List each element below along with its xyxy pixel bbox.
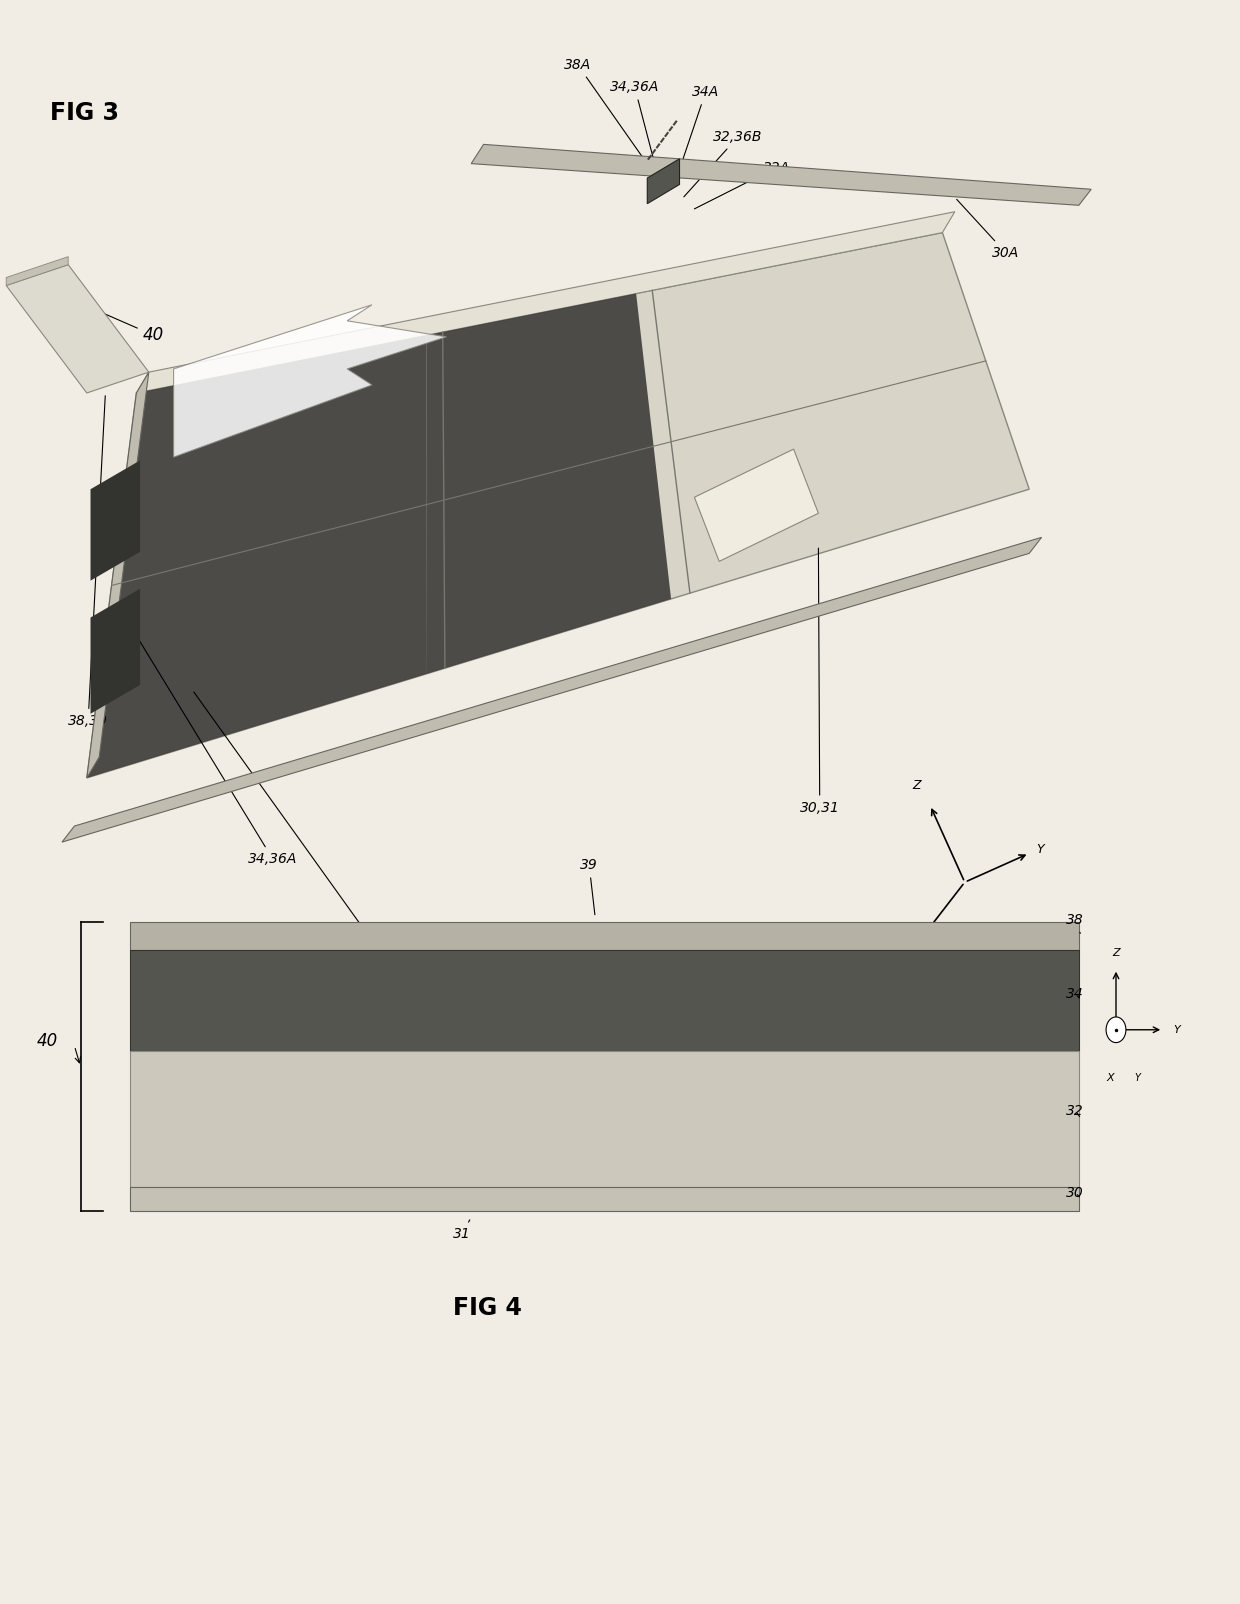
Text: 39: 39 bbox=[580, 858, 598, 914]
Text: Y: Y bbox=[1037, 844, 1044, 857]
Text: X: X bbox=[1106, 1073, 1114, 1083]
Text: 32: 32 bbox=[193, 691, 396, 969]
Polygon shape bbox=[62, 537, 1042, 842]
Text: 31: 31 bbox=[453, 1221, 470, 1241]
Text: 32,36B: 32,36B bbox=[683, 130, 763, 197]
Polygon shape bbox=[87, 335, 427, 778]
Bar bbox=[130, 950, 1079, 1051]
Bar bbox=[130, 922, 1079, 950]
Text: X: X bbox=[899, 958, 908, 970]
Polygon shape bbox=[87, 233, 1029, 778]
Text: 32: 32 bbox=[1066, 1104, 1084, 1118]
Bar bbox=[130, 1187, 1079, 1211]
Text: 38: 38 bbox=[1066, 913, 1084, 934]
Text: 34A: 34A bbox=[675, 85, 719, 184]
Text: 34: 34 bbox=[1066, 986, 1084, 1001]
Bar bbox=[130, 1051, 1079, 1187]
Polygon shape bbox=[136, 212, 955, 393]
Polygon shape bbox=[6, 265, 149, 393]
Text: FIG 3: FIG 3 bbox=[50, 101, 119, 125]
Text: 34,36A: 34,36A bbox=[131, 627, 298, 866]
Text: 30,31: 30,31 bbox=[800, 549, 839, 815]
Text: 40: 40 bbox=[37, 1031, 58, 1049]
Polygon shape bbox=[427, 294, 671, 674]
Polygon shape bbox=[87, 372, 149, 778]
Text: 38,39: 38,39 bbox=[68, 396, 108, 728]
Polygon shape bbox=[91, 589, 140, 714]
Polygon shape bbox=[694, 449, 818, 561]
Text: Z: Z bbox=[913, 780, 921, 792]
Text: Y: Y bbox=[1135, 1073, 1141, 1083]
Text: 40: 40 bbox=[42, 287, 164, 343]
Text: 32A: 32A bbox=[694, 160, 790, 209]
Text: 34,36A: 34,36A bbox=[610, 80, 660, 170]
Text: 30: 30 bbox=[1066, 1185, 1084, 1200]
Polygon shape bbox=[471, 144, 1091, 205]
Circle shape bbox=[1106, 1017, 1126, 1043]
Text: Y: Y bbox=[1173, 1025, 1179, 1035]
Text: FIG 4: FIG 4 bbox=[453, 1296, 522, 1320]
Text: 38A: 38A bbox=[564, 58, 644, 159]
Polygon shape bbox=[174, 305, 446, 457]
Text: Z: Z bbox=[1112, 948, 1120, 958]
Polygon shape bbox=[647, 159, 680, 204]
Polygon shape bbox=[6, 257, 68, 286]
Polygon shape bbox=[91, 460, 140, 581]
Text: 30A: 30A bbox=[957, 199, 1019, 260]
